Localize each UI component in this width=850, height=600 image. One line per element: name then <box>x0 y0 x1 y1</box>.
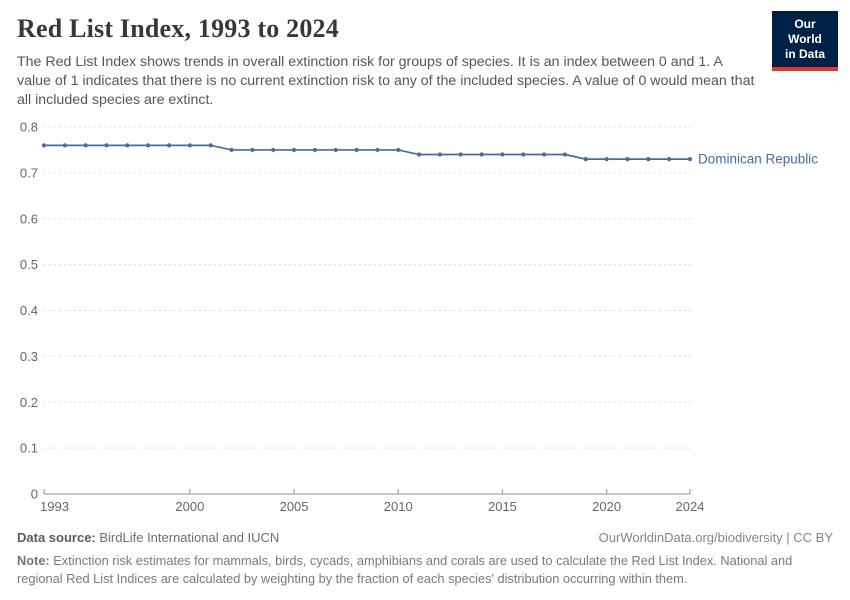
chart-title: Red List Index, 1993 to 2024 <box>17 14 339 43</box>
data-point <box>437 152 443 157</box>
data-point <box>542 152 547 157</box>
data-source: Data source: BirdLife International and … <box>17 530 279 545</box>
data-point <box>146 143 151 148</box>
data-point <box>125 143 130 148</box>
y-axis-tick-label: 0 <box>31 487 38 502</box>
series-end-label[interactable]: Dominican Republic <box>698 152 818 167</box>
data-point <box>229 147 234 153</box>
data-point <box>187 143 192 148</box>
y-axis-tick-label: 0.3 <box>20 349 38 364</box>
y-axis-tick-label: 0.7 <box>20 165 38 180</box>
chart-footer: Data source: BirdLife International and … <box>17 530 833 587</box>
y-axis-tick-label: 0.5 <box>20 257 38 272</box>
data-point <box>667 157 672 162</box>
x-axis-tick-label: 1993 <box>40 499 69 514</box>
data-point <box>333 147 338 153</box>
x-axis-tick-label: 2024 <box>676 499 705 514</box>
x-axis-tick-label: 2020 <box>592 499 621 514</box>
data-point <box>166 143 172 148</box>
data-source-value: BirdLife International and IUCN <box>99 530 280 545</box>
data-point <box>416 152 422 157</box>
data-point <box>687 157 693 162</box>
y-axis-tick-label: 0.1 <box>20 441 38 456</box>
x-axis-tick-label: 2015 <box>488 499 517 514</box>
data-point <box>104 143 109 148</box>
data-point <box>41 143 47 148</box>
x-axis-tick-label: 2000 <box>175 499 204 514</box>
y-axis-tick-label: 0.2 <box>20 395 38 410</box>
data-point <box>625 157 630 162</box>
data-point <box>312 147 318 153</box>
source-row: Data source: BirdLife International and … <box>17 530 833 545</box>
chart-note: Note: Extinction risk estimates for mamm… <box>17 552 833 587</box>
data-point <box>83 143 88 148</box>
data-point <box>562 152 568 157</box>
data-point <box>375 147 380 153</box>
data-point <box>646 157 651 162</box>
data-point <box>62 143 67 148</box>
chart-header: Red List Index, 1993 to 2024 Our World i… <box>17 11 838 110</box>
data-point <box>291 147 297 153</box>
chart-note-label: Note: <box>17 553 50 568</box>
y-axis-tick-label: 0.4 <box>20 303 38 318</box>
attribution-link[interactable]: OurWorldinData.org/biodiversity | CC BY <box>598 530 833 545</box>
data-source-label: Data source: <box>17 530 96 545</box>
data-point <box>396 147 401 153</box>
y-axis-tick-label: 0.8 <box>20 120 38 135</box>
chart-subtitle: The Red List Index shows trends in overa… <box>17 54 755 108</box>
owid-logo-text-line1: Our World <box>788 17 822 46</box>
data-point <box>271 147 276 153</box>
data-point <box>521 152 526 157</box>
x-axis-tick-label: 2005 <box>280 499 309 514</box>
data-point <box>250 147 255 153</box>
series-line <box>44 144 690 160</box>
y-axis-tick-label: 0.6 <box>20 211 38 226</box>
chart-note-value: Extinction risk estimates for mammals, b… <box>17 553 793 586</box>
data-point <box>604 157 609 162</box>
x-axis-tick-label: 2010 <box>384 499 413 514</box>
data-point <box>500 152 505 157</box>
data-point <box>583 157 588 162</box>
data-point <box>458 152 463 157</box>
data-point <box>479 152 484 157</box>
owid-logo[interactable]: Our World in Data <box>772 11 838 71</box>
owid-logo-text-line2: in Data <box>784 47 825 61</box>
data-point <box>208 143 213 148</box>
data-point <box>354 147 359 153</box>
